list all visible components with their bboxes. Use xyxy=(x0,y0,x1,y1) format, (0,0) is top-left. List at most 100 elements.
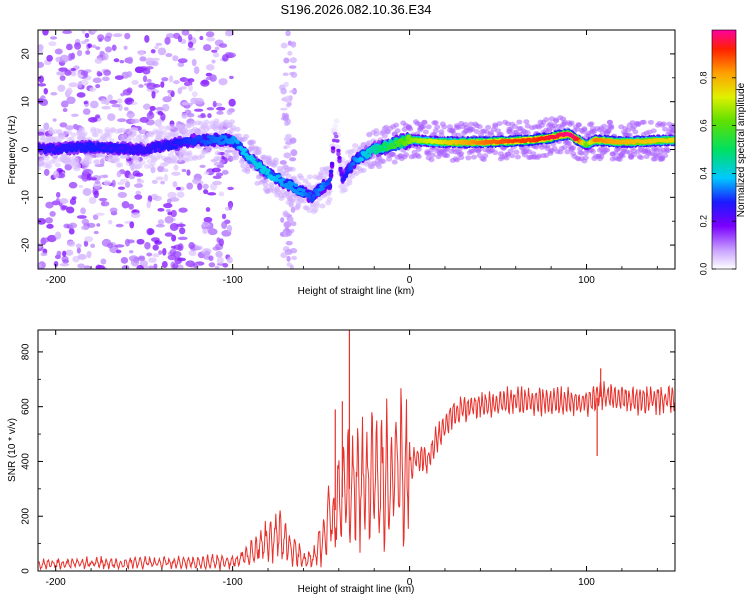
spectrogram-noise-blob xyxy=(81,30,86,35)
spectrogram-noise-blob xyxy=(157,47,167,56)
spectrogram-noise-blob xyxy=(137,50,145,56)
spectrogram-noise-blob xyxy=(211,167,222,173)
spectrogram-ridge-cell xyxy=(64,149,69,154)
spectrogram-noise-blob xyxy=(77,81,83,89)
spectrogram-noise-blob xyxy=(178,207,188,213)
spectrogram-halo xyxy=(581,126,588,132)
spectrogram-noise-blob xyxy=(290,149,298,157)
spectrogram-noise-blob xyxy=(208,262,216,268)
spectrogram-noise-blob xyxy=(207,113,212,119)
spectrogram-noise-blob xyxy=(95,264,105,269)
spectrogram-halo xyxy=(660,121,667,127)
spectrogram-halo xyxy=(74,163,81,169)
spectrogram-ridge-cell xyxy=(140,146,146,151)
spectrogram-noise-blob xyxy=(279,160,287,165)
spectrogram-noise-blob xyxy=(177,62,185,68)
spectrogram-halo xyxy=(318,170,325,176)
spectrogram-noise-blob xyxy=(92,214,99,220)
spectrogram-ridge-cell xyxy=(293,183,299,188)
spectrogram-noise-blob xyxy=(149,105,156,111)
spectrogram-noise-blob xyxy=(186,112,195,118)
spectrogram-noise-blob xyxy=(129,221,135,229)
spectrogram-y-tick-label: 20 xyxy=(21,48,32,60)
spectrogram-noise-blob xyxy=(155,42,163,46)
spectrogram-noise-blob xyxy=(172,251,182,258)
spectrogram-noise-blob xyxy=(157,110,164,116)
spectrogram-noise-blob xyxy=(68,181,78,189)
spectrogram-noise-blob xyxy=(148,257,157,263)
spectrogram-noise-blob xyxy=(54,48,63,55)
spectrogram-noise-blob xyxy=(187,41,194,48)
spectrogram-noise-blob xyxy=(45,217,53,224)
spectrogram-noise-blob xyxy=(111,44,117,51)
spectrogram-halo xyxy=(125,160,132,166)
spectrogram-noise-blob xyxy=(205,76,213,81)
spectrogram-halo xyxy=(386,156,393,162)
spectrogram-halo xyxy=(407,126,414,132)
spectrogram-halo xyxy=(662,153,669,159)
spectrogram-halo xyxy=(93,132,100,138)
spectrogram-noise-blob xyxy=(205,31,215,38)
spectrogram-noise-blob xyxy=(290,41,297,48)
spectrogram-noise-blob xyxy=(54,231,62,240)
spectrogram-noise-blob xyxy=(50,91,58,96)
spectrogram-noise-blob xyxy=(167,191,177,199)
spectrogram-noise-blob xyxy=(114,244,125,248)
snr-y-ticks: 0 200 400 600 800 xyxy=(21,343,675,574)
spectrogram-halo xyxy=(333,118,340,124)
spectrogram-noise-blob xyxy=(66,87,73,95)
spectrogram-noise-blob xyxy=(155,176,164,181)
spectrogram-noise-blob xyxy=(75,243,82,249)
spectrogram-noise-blob xyxy=(286,216,294,223)
spectrogram-noise-blob xyxy=(221,221,228,229)
spectrogram-noise-blob xyxy=(128,255,139,262)
spectrogram-noise-blob xyxy=(228,98,236,107)
spectrogram-noise-blob xyxy=(205,207,211,212)
spectrogram-noise-blob xyxy=(177,35,183,43)
spectrogram-noise-blob xyxy=(103,69,112,76)
spectrogram-ridge-cell xyxy=(148,149,153,154)
spectrogram-noise-blob xyxy=(145,66,154,70)
spectrogram-halo xyxy=(143,163,150,169)
spectrogram-noise-blob xyxy=(96,70,102,77)
spectrogram-noise-blob xyxy=(114,75,124,81)
spectrogram-halo xyxy=(415,154,422,160)
spectrogram-halo xyxy=(429,152,436,158)
spectrogram-noise-blob xyxy=(121,201,130,209)
spectrogram-noise-blob xyxy=(171,234,177,242)
spectrogram-ridge-cell xyxy=(153,148,159,153)
spectrogram-noise-blob xyxy=(227,186,234,191)
spectrogram-noise-blob xyxy=(180,86,187,90)
spectrogram-ridge-cell xyxy=(281,177,286,182)
colorbar-ticks: 0.0 0.2 0.4 0.6 0.8 xyxy=(698,72,736,276)
spectrogram-halo xyxy=(449,127,456,133)
spectrogram-noise-blob xyxy=(104,99,110,106)
spectrogram-halo xyxy=(70,132,77,138)
spectrogram-ridge-cell xyxy=(102,143,108,147)
spectrogram-halo xyxy=(313,203,320,209)
spectrogram-noise-blob xyxy=(211,49,218,53)
spectrogram-y-tick-label: 0 xyxy=(21,146,32,152)
spectrogram-noise-blob xyxy=(215,250,223,258)
spectrogram-noise-blob xyxy=(193,180,204,185)
spectrogram-noise-blob xyxy=(76,49,83,57)
spectrogram-noise-blob xyxy=(59,54,70,63)
spectrogram-noise-blob xyxy=(283,221,292,229)
spectrogram-halo xyxy=(444,153,451,159)
colorbar-tick-label: 0.0 xyxy=(698,263,708,276)
spectrogram-noise-blob xyxy=(193,108,204,112)
spectrogram-noise-blob xyxy=(199,35,204,41)
spectrogram-noise-blob xyxy=(139,56,147,62)
spectrogram-halo xyxy=(160,129,167,135)
spectrogram-noise-blob xyxy=(126,99,133,105)
spectrogram-halo xyxy=(512,123,519,129)
spectrogram-halo xyxy=(366,132,373,138)
spectrogram-noise-blob xyxy=(48,41,57,47)
spectrogram-x-axis-label: Height of straight line (km) xyxy=(298,286,415,297)
spectrogram-noise-blob xyxy=(285,229,293,237)
spectrogram-noise-blob xyxy=(93,181,102,190)
spectrogram-noise-blob xyxy=(174,256,183,265)
spectrogram-noise-blob xyxy=(289,90,296,94)
spectrogram-noise-blob xyxy=(127,110,133,115)
spectrogram-halo xyxy=(454,157,461,163)
